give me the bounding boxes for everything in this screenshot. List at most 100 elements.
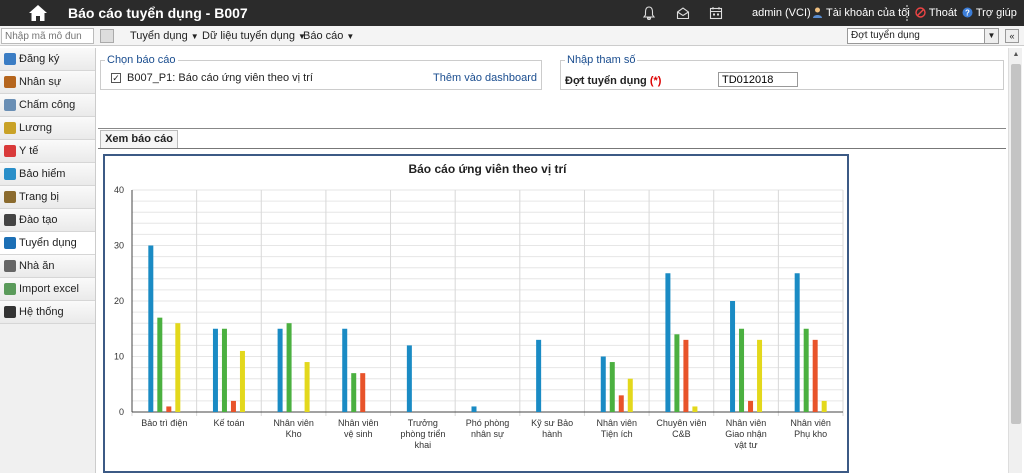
mail-icon[interactable]: [676, 6, 690, 20]
sidebar-item[interactable]: Trang bị: [0, 186, 95, 209]
x-tick-label-line: Nhân viên: [597, 418, 638, 428]
sidebar-item[interactable]: Lương: [0, 117, 95, 140]
my-account-link[interactable]: Tài khoản của tôi: [812, 7, 910, 19]
sidebar-item[interactable]: Nhà ăn: [0, 255, 95, 278]
grid-menu-icon[interactable]: [100, 29, 114, 43]
scroll-thumb[interactable]: [1011, 64, 1021, 424]
home-icon[interactable]: [28, 4, 48, 22]
bar: [277, 328, 283, 412]
caret-down-icon: ▼: [346, 32, 355, 41]
user-icon: [813, 7, 822, 18]
x-tick-label-line: Nhân viên: [338, 418, 379, 428]
bar: [342, 328, 348, 412]
required-mark: (*): [649, 75, 662, 87]
report-selection: Chọn báo cáo ✓ B007_P1: Báo cáo ứng viên…: [100, 54, 542, 90]
bar: [674, 334, 680, 412]
sidebar-item[interactable]: Chấm công: [0, 94, 95, 117]
module-icon: [4, 191, 16, 203]
sidebar-item-label: Đăng ký: [19, 53, 60, 65]
tab-view-report[interactable]: Xem báo cáo: [100, 130, 178, 148]
x-tick-label: Nhân viên Phụ kho: [790, 418, 831, 439]
bar: [692, 406, 698, 412]
bar: [175, 323, 181, 412]
y-tick-label: 40: [114, 185, 124, 195]
bar: [665, 273, 671, 412]
bar: [600, 356, 606, 412]
logout-link[interactable]: Thoát: [915, 7, 957, 19]
menu-reports[interactable]: Báo cáo ▼: [303, 30, 354, 42]
x-tick-label: Nhân viên Giao nhận vật tư: [725, 418, 767, 450]
chart-panel: Báo cáo ứng viên theo vị trí 0 10 20 30 40 Bảo…: [103, 154, 849, 473]
x-tick-label: Nhân viên Tiện ích: [597, 418, 638, 439]
top-bar: Báo cáo tuyển dụng - B007 admin (VCI) Tà…: [0, 0, 1024, 26]
x-tick-label: Kế toán: [213, 418, 244, 428]
menu-recruitment[interactable]: Tuyển dụng ▼: [130, 30, 199, 42]
module-icon: [4, 214, 16, 226]
bar: [794, 273, 800, 412]
module-icon: [4, 168, 16, 180]
sidebar-item-label: Y tế: [19, 145, 39, 157]
sidebar-item[interactable]: Import excel: [0, 278, 95, 301]
sidebar-item[interactable]: Nhân sự: [0, 71, 95, 94]
x-tick-label-line: vệ sinh: [344, 429, 373, 439]
menu-label: Dữ liệu tuyển dụng: [202, 30, 295, 42]
x-tick-label: Chuyên viên C&B: [656, 418, 706, 439]
module-search-input[interactable]: [1, 28, 94, 44]
bar: [406, 345, 412, 412]
chevron-down-icon: ▼: [984, 29, 998, 43]
parameter-section: Nhập tham số Đợt tuyển dụng (*): [560, 54, 1004, 90]
sidebar: Đăng ký Nhân sự Chấm công Lương Y tế Bảo hiểm…: [0, 48, 96, 473]
chart-title: Báo cáo ứng viên theo vị trí: [408, 162, 567, 176]
param-label: Đợt tuyển dụng (*): [565, 75, 661, 87]
x-tick-label: Bảo trì điện: [141, 418, 187, 428]
caret-down-icon: ▼: [190, 32, 199, 41]
report-checkbox[interactable]: ✓: [111, 73, 121, 83]
caret-down-icon: ▼: [297, 32, 306, 41]
sidebar-item[interactable]: Tuyển dụng: [0, 232, 95, 255]
recruitment-round-input[interactable]: [718, 72, 798, 87]
x-tick-label-line: Kế toán: [213, 418, 244, 428]
y-tick-label: 20: [114, 296, 124, 306]
x-tick-label: Nhân viên Kho: [273, 418, 314, 439]
sidebar-item[interactable]: Đăng ký: [0, 48, 95, 71]
module-icon: [4, 122, 16, 134]
y-tick-label: 0: [119, 407, 124, 417]
sidebar-item-label: Import excel: [19, 283, 79, 295]
collapse-icon[interactable]: «: [1005, 29, 1019, 43]
bar: [304, 362, 310, 412]
x-tick-label: Nhân viên vệ sinh: [338, 418, 379, 439]
add-to-dashboard-link[interactable]: Thêm vào dashboard: [433, 72, 537, 84]
bar: [212, 328, 218, 412]
vertical-scrollbar[interactable]: ▲: [1008, 48, 1022, 473]
x-tick-label-line: Giao nhận: [725, 429, 767, 439]
x-tick-label-line: Phó phòng: [466, 418, 510, 428]
report-legend: Chọn báo cáo: [107, 54, 176, 66]
sidebar-item[interactable]: Hệ thống: [0, 301, 95, 324]
user-name: admin (VCI): [752, 7, 811, 19]
menu-recruitment-data[interactable]: Dữ liệu tuyển dụng ▼: [202, 30, 306, 42]
recruitment-round-select[interactable]: Đợt tuyển dụng ▼: [847, 28, 999, 44]
calendar-icon[interactable]: [709, 6, 723, 20]
menu-label: Tuyển dụng: [130, 30, 188, 42]
x-tick-label: Trưởng phòng triển khai: [400, 418, 445, 450]
module-icon: [4, 283, 16, 295]
x-tick-label-line: hành: [542, 429, 562, 439]
bar: [239, 350, 245, 412]
sidebar-item[interactable]: Y tế: [0, 140, 95, 163]
sidebar-item-label: Tuyển dụng: [19, 237, 77, 249]
sidebar-item[interactable]: Bảo hiểm: [0, 163, 95, 186]
bell-icon[interactable]: [642, 6, 656, 20]
module-icon: [4, 53, 16, 65]
bar: [730, 301, 736, 412]
help-link[interactable]: ? Trợ giúp: [962, 7, 1017, 19]
bar: [748, 400, 754, 412]
select-value: Đợt tuyển dụng: [851, 30, 920, 41]
x-tick-label-line: Trưởng: [408, 418, 438, 428]
sidebar-item[interactable]: Đào tạo: [0, 209, 95, 232]
bar: [536, 339, 542, 412]
scroll-up-icon[interactable]: ▲: [1012, 51, 1020, 58]
logout-label: Thoát: [928, 7, 957, 19]
bar: [360, 373, 366, 412]
x-tick-label-line: Chuyên viên: [656, 418, 706, 428]
bar: [471, 406, 477, 412]
